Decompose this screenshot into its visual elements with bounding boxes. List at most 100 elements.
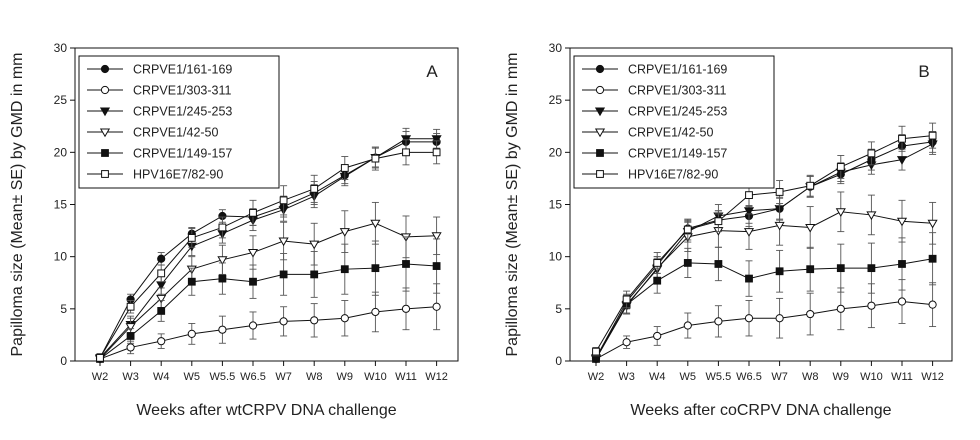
series-line bbox=[595, 211, 933, 360]
x-tick-label: W11 bbox=[395, 371, 417, 383]
data-point bbox=[898, 134, 906, 143]
data-point bbox=[156, 294, 167, 304]
panel-label: A bbox=[426, 62, 438, 81]
data-point bbox=[402, 148, 410, 157]
data-point bbox=[836, 163, 845, 171]
data-point bbox=[745, 274, 753, 283]
y-tick-label: 15 bbox=[549, 198, 563, 212]
chart-panel-a: 0 5 10 15 20 25 30 W2 W3 W4 W5 W5.5 W6.5 W7 W8 W9 W10 W11… bbox=[9, 41, 459, 419]
y-tick-label: 30 bbox=[549, 41, 563, 55]
data-point bbox=[402, 260, 410, 268]
y-tick-label: 15 bbox=[54, 198, 68, 212]
data-point bbox=[279, 317, 288, 326]
legend-marker bbox=[100, 85, 110, 95]
x-tick-label: W12 bbox=[921, 371, 944, 383]
data-point bbox=[896, 156, 908, 165]
series-line bbox=[595, 141, 933, 359]
series-hpv16e7-82-90 bbox=[592, 122, 937, 357]
data-point bbox=[806, 181, 815, 190]
data-point bbox=[867, 301, 876, 310]
data-point bbox=[714, 317, 723, 326]
x-tick-label: W8 bbox=[306, 371, 323, 383]
series-line bbox=[99, 306, 437, 360]
data-point bbox=[96, 353, 104, 362]
x-tick-label: W3 bbox=[122, 371, 139, 383]
series-line bbox=[595, 301, 933, 360]
data-point bbox=[896, 217, 908, 227]
y-tick-label: 5 bbox=[555, 302, 562, 316]
x-tick-label: W8 bbox=[802, 371, 819, 383]
x-tick-label: W7 bbox=[275, 371, 292, 383]
legend-label: CRPVE1/42-50 bbox=[628, 126, 714, 140]
data-point bbox=[806, 265, 815, 274]
x-tick-label: W7 bbox=[771, 371, 788, 383]
legend-marker bbox=[596, 149, 604, 157]
x-tick-label: W10 bbox=[364, 371, 387, 383]
series-line bbox=[595, 258, 933, 360]
legend-label: CRPVE1/303-311 bbox=[133, 84, 231, 98]
legend-label: CRPVE1/161-169 bbox=[133, 63, 232, 77]
data-point bbox=[187, 277, 196, 286]
data-point bbox=[743, 207, 755, 216]
y-tick-label: 10 bbox=[549, 250, 563, 264]
data-point bbox=[805, 223, 816, 233]
series-crpve1-303-311 bbox=[591, 279, 937, 364]
legend-box bbox=[573, 55, 775, 189]
data-point bbox=[683, 321, 692, 330]
legend-marker bbox=[99, 128, 111, 138]
data-point bbox=[218, 325, 227, 334]
y-tick-label: 0 bbox=[555, 354, 562, 368]
data-point bbox=[898, 260, 906, 268]
x-tick-label: W5.5 bbox=[706, 371, 732, 383]
data-point bbox=[866, 211, 877, 221]
data-point bbox=[714, 217, 723, 226]
data-point bbox=[370, 219, 381, 229]
legend: CRPVE1/161-169 CRPVE1/303-311 CRPVE1/245-2… bbox=[573, 55, 775, 189]
series-line bbox=[99, 138, 437, 359]
series-crpve1-42-50 bbox=[590, 191, 938, 365]
data-point bbox=[592, 347, 600, 356]
legend-label: CRPVE1/303-311 bbox=[628, 84, 726, 98]
y-tick-label: 10 bbox=[54, 250, 68, 264]
data-point bbox=[745, 191, 753, 200]
data-point bbox=[432, 262, 441, 270]
data-point bbox=[928, 131, 937, 140]
data-point bbox=[310, 184, 319, 193]
x-tick-label: W5 bbox=[680, 371, 697, 383]
x-tick-label: W12 bbox=[425, 371, 448, 383]
data-point bbox=[836, 304, 845, 313]
data-point bbox=[622, 295, 631, 304]
data-point bbox=[714, 260, 723, 268]
data-point bbox=[249, 277, 257, 286]
data-point bbox=[867, 264, 876, 273]
data-point bbox=[187, 329, 196, 338]
series-line bbox=[99, 263, 437, 360]
data-point bbox=[683, 225, 692, 234]
legend-box bbox=[78, 55, 280, 189]
data-point bbox=[592, 355, 600, 363]
data-point bbox=[775, 188, 784, 196]
legend-label: CRPVE1/42-50 bbox=[133, 126, 219, 140]
x-tick-label: W5.5 bbox=[210, 371, 236, 383]
data-point bbox=[310, 316, 319, 325]
data-point bbox=[431, 232, 442, 241]
data-point bbox=[279, 196, 288, 205]
data-point bbox=[371, 154, 380, 163]
x-axis-title: Weeks after coCRPV DNA challenge bbox=[630, 402, 891, 419]
legend-marker bbox=[595, 85, 605, 95]
data-point bbox=[653, 331, 662, 341]
data-point bbox=[340, 314, 349, 323]
legend-marker bbox=[594, 107, 606, 117]
x-tick-label: W6.5 bbox=[240, 371, 266, 383]
data-point bbox=[157, 337, 166, 346]
data-point bbox=[218, 274, 227, 283]
data-point bbox=[836, 264, 845, 273]
series-line bbox=[99, 222, 437, 360]
y-tick-label: 5 bbox=[60, 302, 67, 316]
data-point bbox=[310, 270, 319, 279]
data-point bbox=[775, 314, 784, 323]
data-point bbox=[340, 164, 349, 172]
panel-label: B bbox=[918, 62, 929, 81]
data-point bbox=[928, 254, 937, 263]
